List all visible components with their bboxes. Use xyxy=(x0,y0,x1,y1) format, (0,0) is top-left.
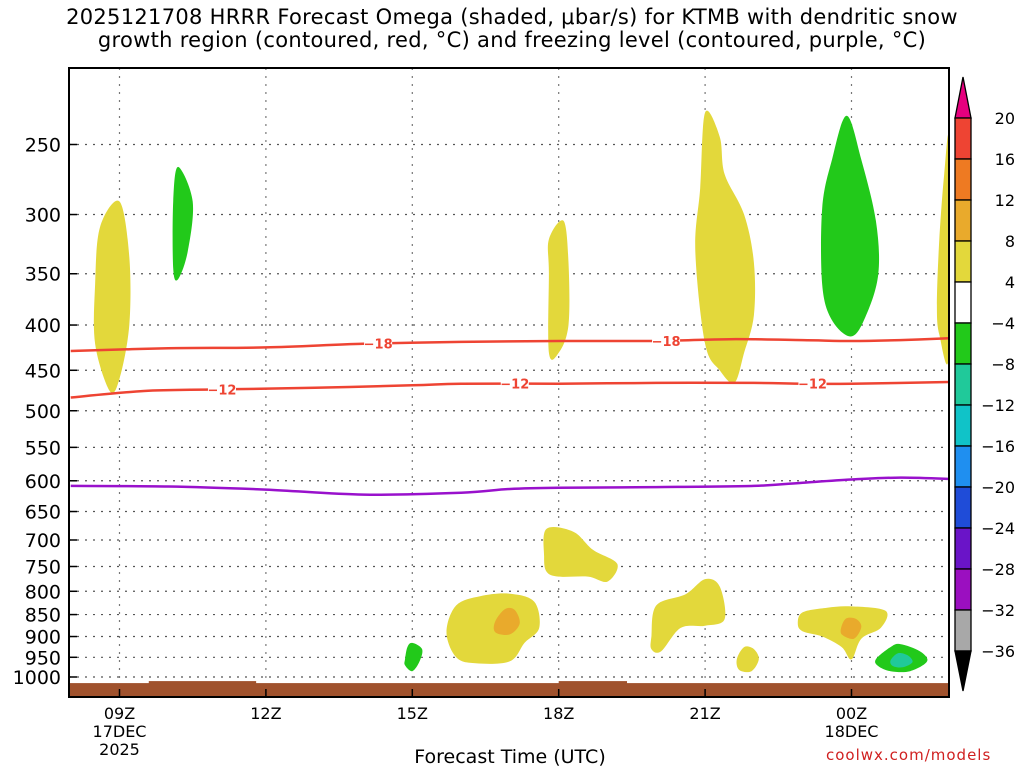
colorbar-label: 8 xyxy=(1005,232,1015,251)
chart-title-line2: growth region (contoured, red, °C) and f… xyxy=(97,28,927,52)
x-tick-date: 18DEC xyxy=(825,722,879,741)
colorbar-label: 20 xyxy=(995,109,1015,128)
isotherm-minus18-label: −18 xyxy=(652,335,681,350)
y-tick-label: 900 xyxy=(25,627,61,649)
isotherm-minus12-label-bg xyxy=(798,375,827,392)
descent-region xyxy=(172,166,194,281)
x-tick-label: 09Z xyxy=(104,704,135,723)
chart-title: 2025121708 HRRR Forecast Omega (shaded, … xyxy=(0,6,1024,52)
colorbar-segment xyxy=(954,486,972,529)
colorbar-segment xyxy=(954,158,972,201)
freezing-level-contour xyxy=(70,476,949,496)
colorbar-label: 16 xyxy=(995,150,1015,169)
y-tick-label: 1000 xyxy=(13,667,61,689)
descent-region xyxy=(404,642,423,672)
ascent-region xyxy=(93,200,131,394)
chart-title-line1: 2025121708 HRRR Forecast Omega (shaded, … xyxy=(66,5,958,29)
y-tick-label: 950 xyxy=(25,647,61,669)
colorbar-segment xyxy=(954,117,972,160)
y-tick-label: 850 xyxy=(25,605,61,627)
colorbar-label: 12 xyxy=(995,191,1015,210)
y-tick-label: 700 xyxy=(25,530,61,552)
y-tick-label: 750 xyxy=(25,556,61,578)
isotherm-minus18-label: −18 xyxy=(364,338,393,353)
x-tick-label: 12Z xyxy=(250,704,281,723)
colorbar-label: 4 xyxy=(1005,273,1015,292)
x-axis-title: Forecast Time (UTC) xyxy=(414,746,606,768)
source-credit: coolwx.com/models xyxy=(826,746,992,764)
x-tick-label: 21Z xyxy=(689,704,720,723)
descent-region xyxy=(890,652,913,668)
temperature-contours: −18 −18 −12 −12 −12 xyxy=(70,332,949,496)
colorbar-segment xyxy=(954,281,972,324)
colorbar-segment xyxy=(954,363,972,406)
y-tick-label: 250 xyxy=(25,135,61,157)
y-tick-label: 350 xyxy=(25,264,61,286)
x-tick-label: 15Z xyxy=(397,704,428,723)
ascent-region xyxy=(840,617,862,639)
x-tick-date: 17DEC xyxy=(93,722,147,741)
isotherm-minus12-label: −12 xyxy=(500,378,529,393)
ascent-region xyxy=(936,134,949,365)
colorbar-segment xyxy=(954,445,972,488)
colorbar-segment xyxy=(954,404,972,447)
ascent-region xyxy=(446,593,540,664)
colorbar-bottom-arrow xyxy=(954,650,972,692)
isotherm-minus12-label: −12 xyxy=(798,378,827,393)
ascent-region xyxy=(650,578,726,653)
ascent-region xyxy=(736,646,759,673)
terrain xyxy=(70,681,948,696)
colorbar-label: −32 xyxy=(981,601,1015,620)
y-tick-label: 800 xyxy=(25,581,61,603)
colorbar-label: −20 xyxy=(981,478,1015,497)
terrain-bump xyxy=(558,681,628,685)
colorbar-segment xyxy=(954,609,972,652)
colorbar-label: −12 xyxy=(981,396,1015,415)
y-tick-label: 550 xyxy=(25,437,61,459)
isotherm-minus18 xyxy=(70,337,949,353)
ascent-region xyxy=(547,220,570,360)
y-tick-label: 300 xyxy=(25,205,61,227)
ascent-region xyxy=(543,527,618,583)
x-tick-label: 18Z xyxy=(543,704,574,723)
isotherm-minus12-label-bg xyxy=(207,381,236,398)
y-tick-label: 450 xyxy=(25,360,61,382)
colorbar-label: −28 xyxy=(981,560,1015,579)
colorbar-segment xyxy=(954,240,972,283)
colorbar-segment xyxy=(954,568,972,611)
ascent-region xyxy=(695,110,756,384)
colorbar-segment xyxy=(954,199,972,242)
colorbar-segment xyxy=(954,322,972,365)
colorbar-label: −16 xyxy=(981,437,1015,456)
colorbar-top-arrow xyxy=(954,76,972,119)
y-tick-label: 650 xyxy=(25,502,61,524)
colorbar-label: −4 xyxy=(991,314,1015,333)
isotherm-minus18-label-bg xyxy=(652,332,681,349)
descent-region xyxy=(821,115,880,337)
isotherm-minus12-label: −12 xyxy=(207,383,236,398)
colorbar-label: −8 xyxy=(991,355,1015,374)
terrain-band xyxy=(70,683,948,696)
colorbar-label: −36 xyxy=(981,642,1015,661)
y-tick-label: 400 xyxy=(25,315,61,337)
ascent-region xyxy=(493,607,520,635)
isotherm-minus18-label-bg xyxy=(364,335,393,352)
terrain-bump xyxy=(148,681,257,685)
omega-shading xyxy=(93,110,949,673)
y-tick-label: 600 xyxy=(25,471,61,493)
x-tick-label: 00Z xyxy=(836,704,867,723)
colorbar-segments: 20 16 12 8 4 −4 −8 −12 −16 −20 −24 −28 −32 −36 xyxy=(954,76,1015,692)
plot-frame xyxy=(68,67,950,698)
colorbar-label: −24 xyxy=(981,519,1015,538)
isotherm-minus12-label-bg xyxy=(500,375,529,392)
x-tick-year: 2025 xyxy=(99,740,140,759)
axes: 2503003504004505005506006507007508008509… xyxy=(13,135,879,760)
colorbar-segment xyxy=(954,527,972,570)
y-tick-label: 500 xyxy=(25,401,61,423)
